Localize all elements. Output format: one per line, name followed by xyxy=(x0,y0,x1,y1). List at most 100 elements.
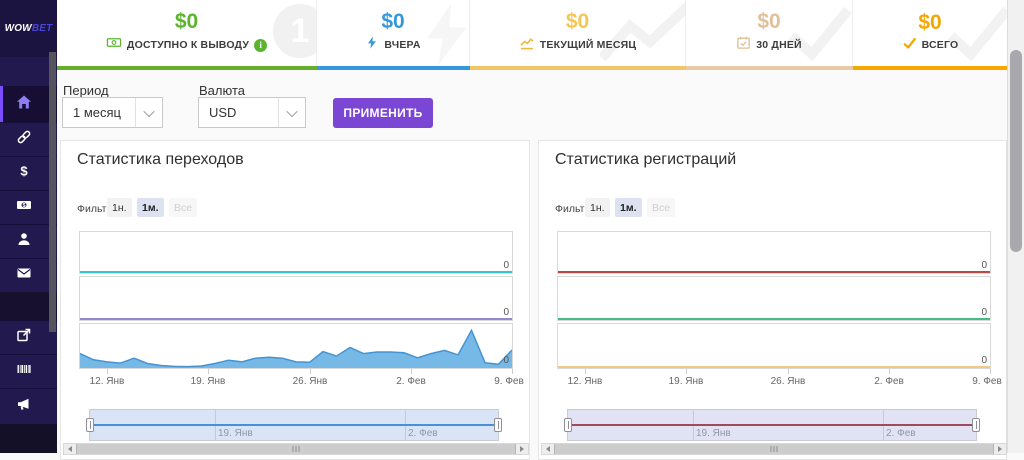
stat-card-current-month[interactable]: $0 ТЕКУЩИЙ МЕСЯЦ xyxy=(470,0,686,66)
navigator-left-handle[interactable] xyxy=(86,418,94,432)
range-button-all[interactable]: Все xyxy=(169,198,198,217)
chart-pane-series-2: 0 xyxy=(79,276,513,321)
sidebar-item-links[interactable] xyxy=(0,122,57,156)
check-icon xyxy=(902,36,917,55)
x-tick-label: 2. Фев xyxy=(874,376,904,387)
stat-value: $0 xyxy=(757,10,781,33)
y-axis-zero-label: 0 xyxy=(981,260,987,271)
svg-text:$: $ xyxy=(20,164,28,179)
range-button-1w[interactable]: 1н. xyxy=(107,198,132,217)
zigzag-watermark xyxy=(598,0,685,66)
navigator-right-handle[interactable] xyxy=(972,418,980,432)
scroll-right-arrow[interactable] xyxy=(994,444,1006,454)
y-axis-zero-label: 0 xyxy=(981,355,987,366)
x-tick-label: 19. Янв xyxy=(668,376,704,387)
stat-value: $0 xyxy=(918,10,942,34)
underline-available xyxy=(57,66,317,70)
currency-select[interactable]: USD xyxy=(198,97,306,128)
x-tick-label: 2. Фев xyxy=(396,376,426,387)
range-button-all[interactable]: Все xyxy=(647,198,676,217)
navigator-series-line xyxy=(90,424,498,426)
chart-scrollbar[interactable] xyxy=(63,443,529,455)
logo-text: WOWBET xyxy=(5,23,53,34)
scroll-left-arrow[interactable] xyxy=(64,444,76,454)
stat-value: $0 xyxy=(381,10,405,33)
scroll-left-arrow[interactable] xyxy=(542,444,554,454)
sidebar-item-announcements[interactable] xyxy=(0,388,57,424)
apply-button[interactable]: ПРИМЕНИТЬ xyxy=(333,98,433,128)
x-tick-label: 12. Янв xyxy=(567,376,603,387)
y-axis-zero-label: 0 xyxy=(503,260,509,271)
stats-topbar: 1 $0 ДОСТУПНО К ВЫВОДУ i $0 ВЧЕРА $0 ТЕК… xyxy=(57,0,1007,66)
sidebar-footer xyxy=(0,424,57,453)
chart-scrollbar[interactable] xyxy=(541,443,1007,455)
sidebar-item-promocodes[interactable] xyxy=(0,354,57,388)
x-tick xyxy=(310,369,311,374)
x-tick xyxy=(788,369,789,374)
sidebar-item-finance[interactable]: $ xyxy=(0,156,57,190)
chart-navigator[interactable]: 19. Янв 2. Фев xyxy=(564,409,980,441)
period-select[interactable]: 1 месяц xyxy=(62,97,163,128)
sidebar-item-messages[interactable] xyxy=(0,258,57,292)
bolt-watermark xyxy=(412,0,469,66)
scroll-right-arrow[interactable] xyxy=(516,444,528,454)
chart-pane-area-series: 0 xyxy=(79,323,513,369)
registrations-chart-panel: Статистика регистраций Фильтр 1н. 1м. Вс… xyxy=(538,140,1007,460)
chart-scrollbar-thumb[interactable] xyxy=(76,444,516,454)
chart-line-icon xyxy=(519,35,535,55)
stat-card-yesterday[interactable]: $0 ВЧЕРА xyxy=(317,0,470,66)
stat-card-30-days[interactable]: $0 30 ДНЕЙ xyxy=(686,0,853,66)
app-logo[interactable]: WOWBET xyxy=(0,0,57,57)
sidebar-item-home[interactable] xyxy=(0,86,57,122)
navigator-right-handle[interactable] xyxy=(494,418,502,432)
underline-30-days xyxy=(686,66,853,70)
active-item-accent xyxy=(0,86,3,122)
x-tick xyxy=(990,369,991,374)
stat-label: ВЧЕРА xyxy=(384,39,421,51)
logo-secondary: BET xyxy=(31,23,53,34)
circled-one-watermark: 1 xyxy=(273,4,316,58)
sidebar-item-external[interactable] xyxy=(0,320,57,354)
y-axis-zero-label: 0 xyxy=(503,307,509,318)
range-button-1m[interactable]: 1м. xyxy=(137,198,164,217)
external-link-icon xyxy=(16,327,32,348)
zero-line xyxy=(558,271,990,273)
page-scrollbar[interactable] xyxy=(1007,0,1024,453)
navigator-label: 19. Янв xyxy=(696,428,731,439)
chart-pane-series-1: 0 xyxy=(79,231,513,274)
stat-card-total[interactable]: $0 ВСЕГО xyxy=(853,0,1007,66)
stat-value: $0 xyxy=(565,10,590,33)
chart-scrollbar-thumb[interactable] xyxy=(554,444,994,454)
zero-line xyxy=(558,318,990,320)
x-tick-label: 26. Янв xyxy=(770,376,806,387)
home-icon xyxy=(16,94,32,115)
page-scrollbar-thumb[interactable] xyxy=(1010,50,1022,252)
info-icon[interactable]: i xyxy=(254,38,268,52)
sidebar-item-payments[interactable]: $ xyxy=(0,190,57,224)
calendar-check-icon xyxy=(736,35,751,55)
zero-line xyxy=(80,271,512,273)
range-button-1w[interactable]: 1н. xyxy=(585,198,610,217)
envelope-icon xyxy=(16,265,32,286)
navigator-left-handle[interactable] xyxy=(564,418,572,432)
banknote-icon: $ xyxy=(16,197,32,218)
stat-card-available[interactable]: 1 $0 ДОСТУПНО К ВЫВОДУ i xyxy=(57,0,317,66)
check-watermark xyxy=(945,2,1007,66)
currency-label: Валюта xyxy=(199,83,245,98)
stat-label: ДОСТУПНО К ВЫВОДУ xyxy=(126,39,250,51)
check-watermark xyxy=(786,2,852,66)
barcode-icon xyxy=(16,361,32,382)
navigator-label: 2. Фев xyxy=(886,428,916,439)
sidebar-scrollbar-thumb[interactable] xyxy=(49,52,56,332)
sidebar: WOWBET $ $ xyxy=(0,0,57,453)
underline-yesterday xyxy=(317,66,470,70)
range-button-1m[interactable]: 1м. xyxy=(615,198,642,217)
period-value: 1 месяц xyxy=(73,105,121,120)
x-tick-label: 9. Фев xyxy=(494,376,524,387)
zero-line xyxy=(80,318,512,320)
svg-text:$: $ xyxy=(22,203,25,209)
sidebar-item-profile[interactable] xyxy=(0,224,57,258)
chart-navigator[interactable]: 19. Янв 2. Фев xyxy=(86,409,502,441)
chevron-down-icon xyxy=(143,105,155,117)
currency-value: USD xyxy=(209,105,237,120)
